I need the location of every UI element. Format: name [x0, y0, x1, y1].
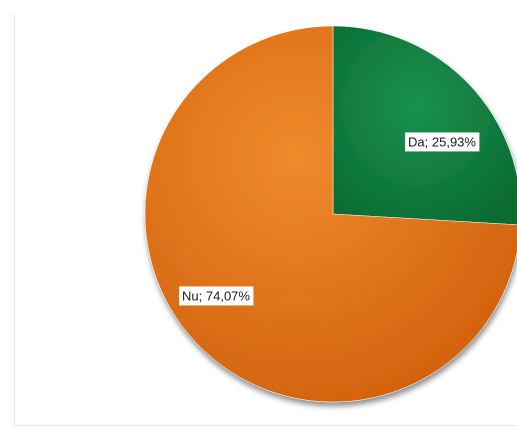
data-label-da: Da; 25,93%: [405, 132, 480, 152]
pie-slice-da: [332, 25, 517, 226]
pie-slice-nu: [144, 25, 517, 403]
data-label-text: Da; 25,93%: [408, 134, 476, 149]
data-label-background: [179, 286, 254, 306]
data-label-background: [405, 132, 480, 152]
data-label-text: Nu; 74,07%: [182, 288, 250, 303]
data-label-nu: Nu; 74,07%: [179, 286, 254, 306]
